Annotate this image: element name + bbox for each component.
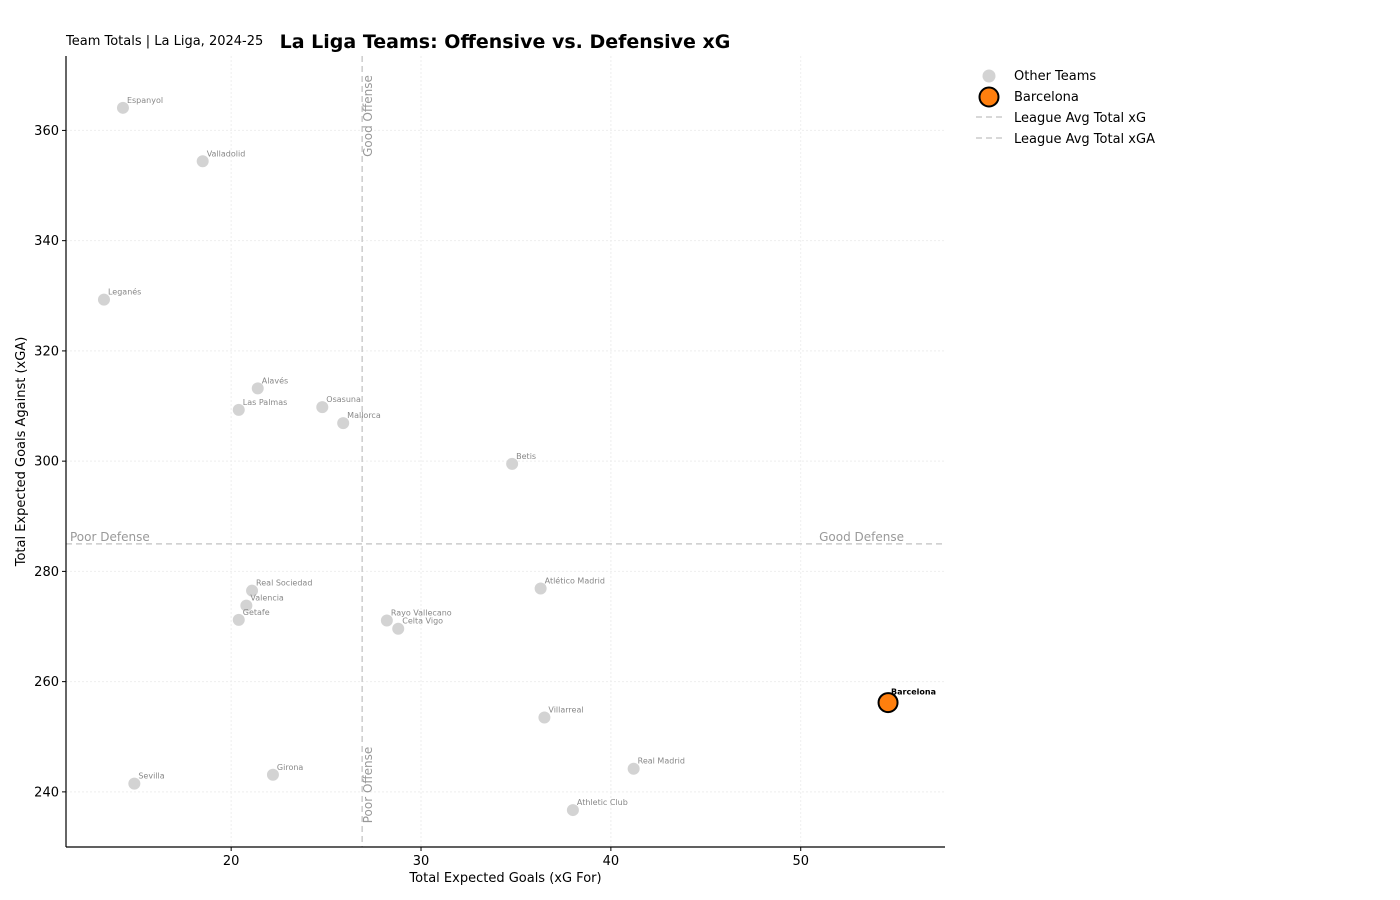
data-point bbox=[251, 382, 264, 395]
y-tick-label: 300 bbox=[34, 455, 59, 470]
point-label: Getafe bbox=[243, 608, 270, 617]
point-label: Rayo Vallecano bbox=[391, 608, 452, 617]
point-label: Alavés bbox=[262, 375, 288, 385]
zone-label-good-offense: Good Offense bbox=[361, 75, 375, 157]
point-label: Girona bbox=[277, 763, 304, 772]
legend-label-highlight: Barcelona bbox=[1014, 90, 1079, 105]
data-point bbox=[232, 403, 245, 416]
point-label: Real Madrid bbox=[638, 757, 685, 766]
x-tick-label: 50 bbox=[792, 854, 809, 869]
y-tick-label: 280 bbox=[34, 565, 59, 580]
data-point bbox=[128, 777, 141, 790]
data-point bbox=[97, 293, 110, 306]
data-point bbox=[566, 804, 579, 817]
point-label: Osasuna bbox=[326, 395, 361, 404]
legend-label-avg-xg: League Avg Total xG bbox=[1014, 111, 1146, 126]
point-label: Celta Vigo bbox=[402, 617, 443, 626]
x-axis-label: Total Expected Goals (xG For) bbox=[408, 871, 601, 886]
point-label: Betis bbox=[516, 452, 536, 461]
data-point bbox=[240, 599, 253, 612]
x-tick-label: 20 bbox=[223, 854, 240, 869]
point-label: Villarreal bbox=[548, 705, 583, 714]
data-point bbox=[538, 711, 551, 724]
point-label: Espanyol bbox=[127, 96, 163, 105]
data-point bbox=[534, 582, 547, 595]
point-label: Leganés bbox=[108, 287, 141, 297]
legend: Other Teams Barcelona League Avg Total x… bbox=[976, 69, 1155, 147]
data-points: Espanyol Valladolid Leganés Alavés Las Palma… bbox=[97, 96, 936, 817]
y-tick-label: 320 bbox=[34, 344, 59, 359]
data-point bbox=[627, 762, 640, 775]
point-label: Athletic Club bbox=[577, 798, 628, 807]
point-label: Real Sociedad bbox=[256, 579, 312, 588]
data-point bbox=[506, 457, 519, 470]
data-point bbox=[380, 614, 393, 627]
chart-subtitle: Team Totals | La Liga, 2024-25 bbox=[65, 34, 263, 49]
x-tick-label: 40 bbox=[603, 854, 620, 869]
data-point bbox=[266, 768, 279, 781]
legend-label-avg-xga: League Avg Total xGA bbox=[1014, 132, 1155, 147]
data-point bbox=[246, 584, 259, 597]
data-point bbox=[337, 417, 350, 430]
y-tick-label: 260 bbox=[34, 675, 59, 690]
point-label: Valladolid bbox=[207, 149, 246, 158]
point-label: Las Palmas bbox=[243, 398, 288, 407]
point-label: Mallorca bbox=[347, 411, 381, 420]
legend-label-other: Other Teams bbox=[1014, 69, 1096, 84]
y-axis-label: Total Expected Goals Against (xGA) bbox=[14, 337, 29, 568]
data-point bbox=[316, 401, 329, 414]
point-label: Sevilla bbox=[138, 772, 164, 781]
y-tick-label: 240 bbox=[34, 785, 59, 800]
legend-marker-other bbox=[982, 69, 996, 83]
point-label-highlight: Barcelona bbox=[891, 688, 936, 697]
grid bbox=[66, 56, 945, 847]
zone-label-good-defense: Good Defense bbox=[819, 530, 904, 544]
x-tick-label: 30 bbox=[413, 854, 430, 869]
data-point bbox=[392, 622, 405, 635]
reference-lines: Good Offense Poor Offense Poor Defense Good… bbox=[66, 56, 945, 847]
legend-marker-highlight bbox=[978, 86, 1000, 108]
y-tick-label: 360 bbox=[34, 124, 59, 139]
point-label: Atlético Madrid bbox=[545, 575, 605, 585]
axes: 20 30 40 50 240 260 280 300 320 340 360 bbox=[34, 56, 945, 869]
data-point-highlight bbox=[877, 692, 899, 714]
zone-label-poor-defense: Poor Defense bbox=[70, 530, 150, 544]
data-point bbox=[232, 613, 245, 626]
zone-label-poor-offense: Poor Offense bbox=[361, 747, 375, 824]
data-point bbox=[116, 101, 129, 114]
data-point bbox=[196, 155, 209, 168]
y-tick-label: 340 bbox=[34, 234, 59, 249]
point-label: Valencia bbox=[250, 594, 284, 603]
chart-title: La Liga Teams: Offensive vs. Defensive x… bbox=[280, 31, 731, 53]
